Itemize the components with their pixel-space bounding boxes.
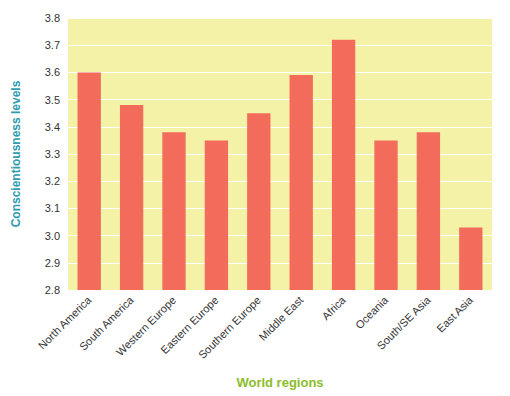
svg-text:Western Europe: Western Europe xyxy=(113,293,179,359)
svg-text:Conscientiousness levels: Conscientiousness levels xyxy=(9,80,23,227)
svg-text:Eastern Europe: Eastern Europe xyxy=(158,293,221,357)
svg-text:3.4: 3.4 xyxy=(45,121,60,133)
svg-text:South/SE Asia: South/SE Asia xyxy=(374,293,433,352)
svg-text:3.5: 3.5 xyxy=(45,94,60,106)
svg-text:World regions: World regions xyxy=(236,375,323,390)
svg-text:2.9: 2.9 xyxy=(45,257,60,269)
svg-text:Middle East: Middle East xyxy=(256,294,305,343)
svg-text:Southern Europe: Southern Europe xyxy=(196,294,263,361)
svg-text:3.6: 3.6 xyxy=(45,66,60,78)
svg-text:2.8: 2.8 xyxy=(45,284,60,296)
svg-text:3.2: 3.2 xyxy=(45,175,60,187)
svg-text:Africa: Africa xyxy=(320,293,349,322)
svg-text:East Asia: East Asia xyxy=(434,293,475,334)
svg-text:South America: South America xyxy=(76,293,136,353)
svg-text:3.0: 3.0 xyxy=(45,230,60,242)
svg-text:3.1: 3.1 xyxy=(45,202,60,214)
svg-text:Oceania: Oceania xyxy=(353,293,391,331)
svg-text:3.3: 3.3 xyxy=(45,148,60,160)
svg-text:3.7: 3.7 xyxy=(45,39,60,51)
svg-text:North America: North America xyxy=(35,293,94,352)
svg-text:3.8: 3.8 xyxy=(45,12,60,24)
